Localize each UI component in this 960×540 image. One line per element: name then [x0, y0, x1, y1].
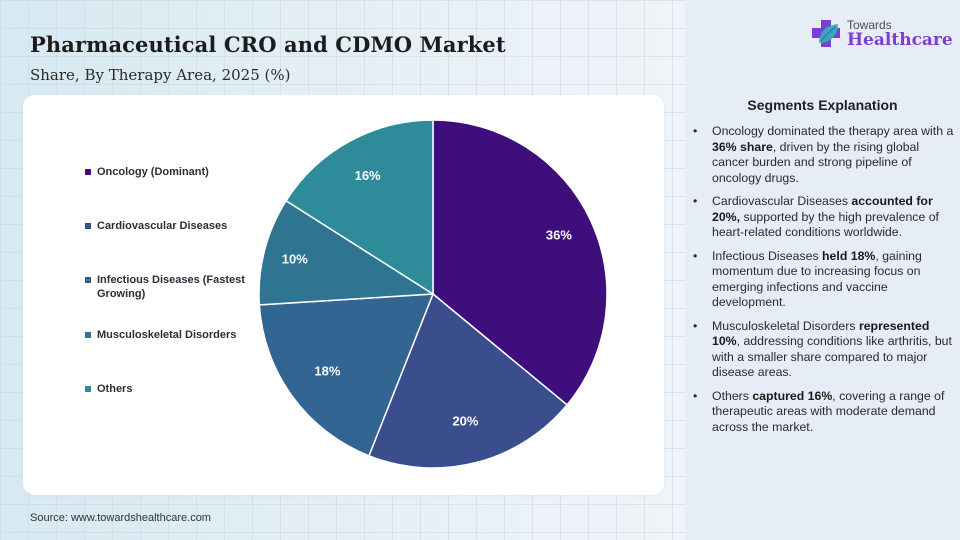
segment-text: Infectious Diseases [712, 248, 823, 263]
logo[interactable]: Towards Healthcare [811, 19, 953, 49]
legend-item: Others [85, 382, 265, 396]
pie-data-label: 20% [452, 413, 478, 428]
pie-slice [432, 119, 608, 406]
legend-swatch [85, 223, 91, 229]
bullet-icon: • [693, 248, 698, 263]
segments-list: • Oncology dominated the therapy area wit… [693, 124, 955, 443]
legend-item: Infectious Diseases (Fastest Growing) [85, 273, 265, 301]
chart-card: Oncology (Dominant) Cardiovascular Diseas… [23, 95, 664, 495]
segments-title: Segments Explanation [747, 97, 898, 113]
legend-swatch [85, 277, 91, 283]
segment-text: supported by the high prevalence of hear… [712, 209, 939, 240]
medical-cross-leaf-icon [812, 20, 840, 47]
segment-text: , gaining momentum due to increasing foc… [712, 248, 922, 310]
legend-label: Oncology (Dominant) [97, 166, 209, 178]
bullet-icon: • [693, 124, 698, 138]
segment-explanation-item: • Cardiovascular Diseases accounted for 2… [693, 194, 955, 241]
segment-highlight: captured 16% [752, 388, 833, 403]
segment-highlight: accounted for 20%, [712, 194, 933, 224]
pie-slice [367, 292, 569, 469]
segment-highlight: held 18% [822, 248, 876, 263]
chart-title: Pharmaceutical CRO and CDMO Market [30, 32, 506, 57]
segment-text: , addressing conditions like arthritis, … [712, 334, 952, 379]
segment-highlight: represented 10% [712, 318, 930, 349]
logo-text-towards: Towards [847, 18, 892, 32]
segment-explanation-item: • Infectious Diseases held 18%, gaining m… [693, 249, 955, 311]
logo-text-healthcare: Healthcare [847, 30, 953, 50]
pie-data-label: 18% [314, 364, 340, 379]
segment-text: , driven by the rising global cancer bur… [712, 139, 920, 185]
pie-slice [258, 199, 436, 306]
segment-text: Musculoskeletal Disorders [712, 318, 859, 333]
chart-area: Pharmaceutical CRO and CDMO Market Share… [23, 32, 664, 524]
bullet-icon: • [693, 194, 698, 208]
legend-swatch [85, 332, 91, 338]
segment-explanation-item: • Oncology dominated the therapy area wit… [693, 124, 955, 186]
legend-swatch [85, 169, 91, 175]
legend-label: Infectious Diseases (Fastest Growing) [97, 274, 245, 300]
segments-panel [685, 0, 960, 540]
segment-explanation-item: • Others captured 16%, covering a range o… [693, 389, 955, 436]
pie-data-label: 10% [282, 252, 308, 267]
pie-slice [285, 119, 434, 296]
legend-label: Others [97, 383, 133, 395]
segment-explanation-item: • Musculoskeletal Disorders represented 1… [693, 319, 955, 381]
legend-item: Cardiovascular Diseases [85, 219, 265, 233]
segment-text: , covering a range of therapeutic areas … [712, 388, 945, 434]
legend-label: Musculoskeletal Disorders [97, 329, 237, 341]
legend-item: Musculoskeletal Disorders [85, 328, 265, 342]
bullet-icon: • [693, 388, 698, 403]
pie-slice [258, 293, 435, 457]
bullet-icon: • [693, 318, 698, 333]
pie-data-label: 16% [355, 168, 381, 183]
pie-chart: 36% 20% 18% 10% 16% [258, 119, 608, 469]
segment-highlight: 36% share [712, 139, 773, 154]
pie-data-label: 36% [546, 228, 572, 243]
legend-swatch [85, 386, 91, 392]
source-text: Source: www.towardshealthcare.com [30, 512, 211, 524]
legend-item: Oncology (Dominant) [85, 165, 265, 179]
segment-text: Cardiovascular Diseases [712, 194, 852, 208]
segment-text: Oncology dominated the therapy area with… [712, 124, 954, 138]
segment-text: Others [712, 388, 753, 403]
chart-subtitle: Share, By Therapy Area, 2025 (%) [30, 66, 291, 84]
legend-label: Cardiovascular Diseases [97, 220, 228, 232]
